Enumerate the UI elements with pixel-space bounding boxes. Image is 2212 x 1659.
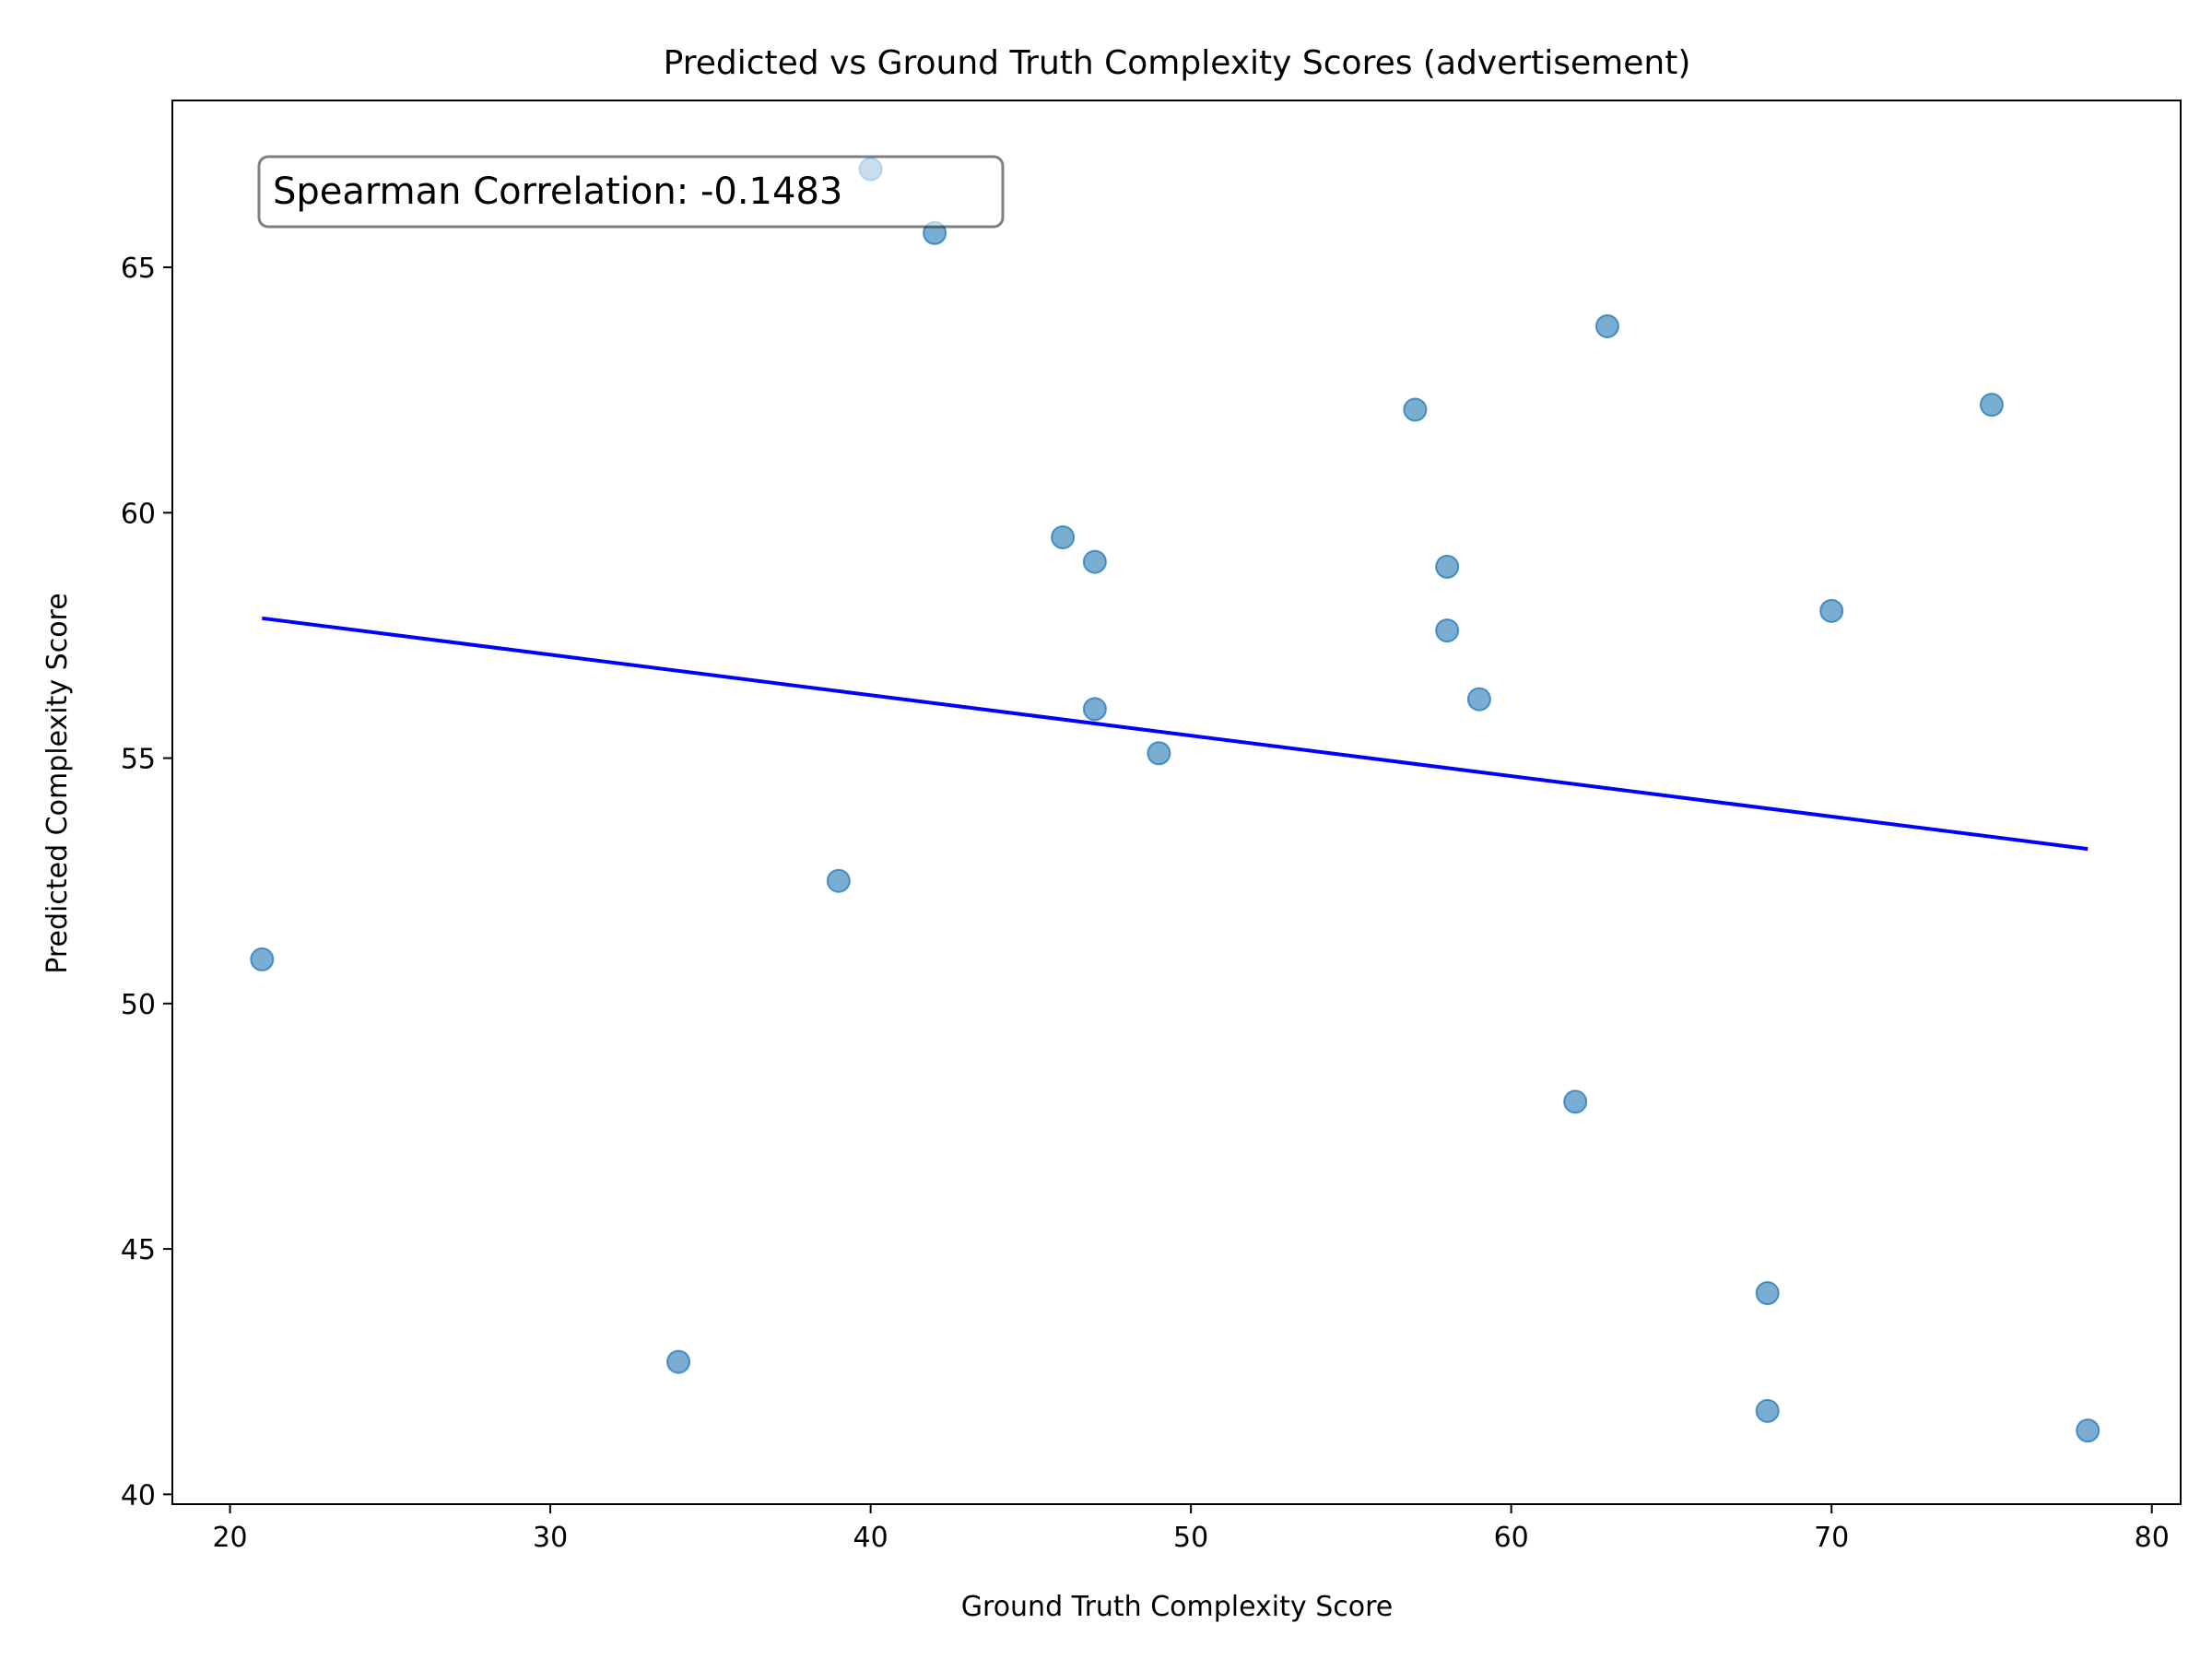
x-tick-label: 40 bbox=[853, 1522, 888, 1554]
scatter-point bbox=[1082, 549, 1107, 574]
scatter-point bbox=[1435, 554, 1460, 579]
annotation-text: Spearman Correlation: -0.1483 bbox=[273, 171, 842, 213]
y-tick-label: 40 bbox=[121, 1479, 156, 1512]
x-tick-label: 30 bbox=[533, 1522, 568, 1554]
scatter-point bbox=[2076, 1418, 2100, 1443]
y-axis-label: Predicted Complexity Score bbox=[41, 593, 74, 973]
x-tick-label: 80 bbox=[2135, 1522, 2170, 1554]
x-tick-label: 50 bbox=[1173, 1522, 1208, 1554]
x-tick-label: 60 bbox=[1494, 1522, 1529, 1554]
chart-title: Predicted vs Ground Truth Complexity Sco… bbox=[664, 44, 1691, 82]
scatter-point bbox=[1979, 393, 2004, 418]
scatter-point bbox=[1755, 1281, 1780, 1306]
y-tick-label: 55 bbox=[121, 744, 156, 776]
scatter-point bbox=[1403, 397, 1428, 422]
scatter-point bbox=[1435, 618, 1460, 643]
correlation-annotation: Spearman Correlation: -0.1483 bbox=[257, 155, 1005, 229]
scatter-point bbox=[1082, 697, 1107, 722]
scatter-point bbox=[826, 868, 851, 893]
y-tick-label: 50 bbox=[121, 989, 156, 1021]
trend-line bbox=[262, 616, 2088, 852]
y-tick-label: 45 bbox=[121, 1234, 156, 1266]
x-tick-label: 20 bbox=[212, 1522, 247, 1554]
y-tick-label: 65 bbox=[121, 253, 156, 285]
scatter-point bbox=[1755, 1398, 1780, 1423]
scatter-point bbox=[1594, 313, 1619, 338]
x-axis-label: Ground Truth Complexity Score bbox=[961, 1591, 1393, 1623]
x-tick-label: 70 bbox=[1814, 1522, 1849, 1554]
scatter-point bbox=[1563, 1089, 1588, 1114]
plot-area: 20 30 40 50 60 70 80 40 45 50 55 60 65 Spearman Corre… bbox=[121, 100, 2182, 1554]
scatter-point bbox=[250, 947, 275, 971]
scatter-point bbox=[666, 1349, 691, 1374]
scatter-point bbox=[1147, 741, 1171, 766]
scatter-point bbox=[1819, 598, 1844, 623]
axes-frame bbox=[171, 100, 2182, 1505]
scatter-point bbox=[1466, 687, 1491, 712]
scatter-point bbox=[1051, 524, 1076, 549]
y-tick-label: 60 bbox=[121, 498, 156, 530]
annotation-box bbox=[257, 155, 1005, 229]
